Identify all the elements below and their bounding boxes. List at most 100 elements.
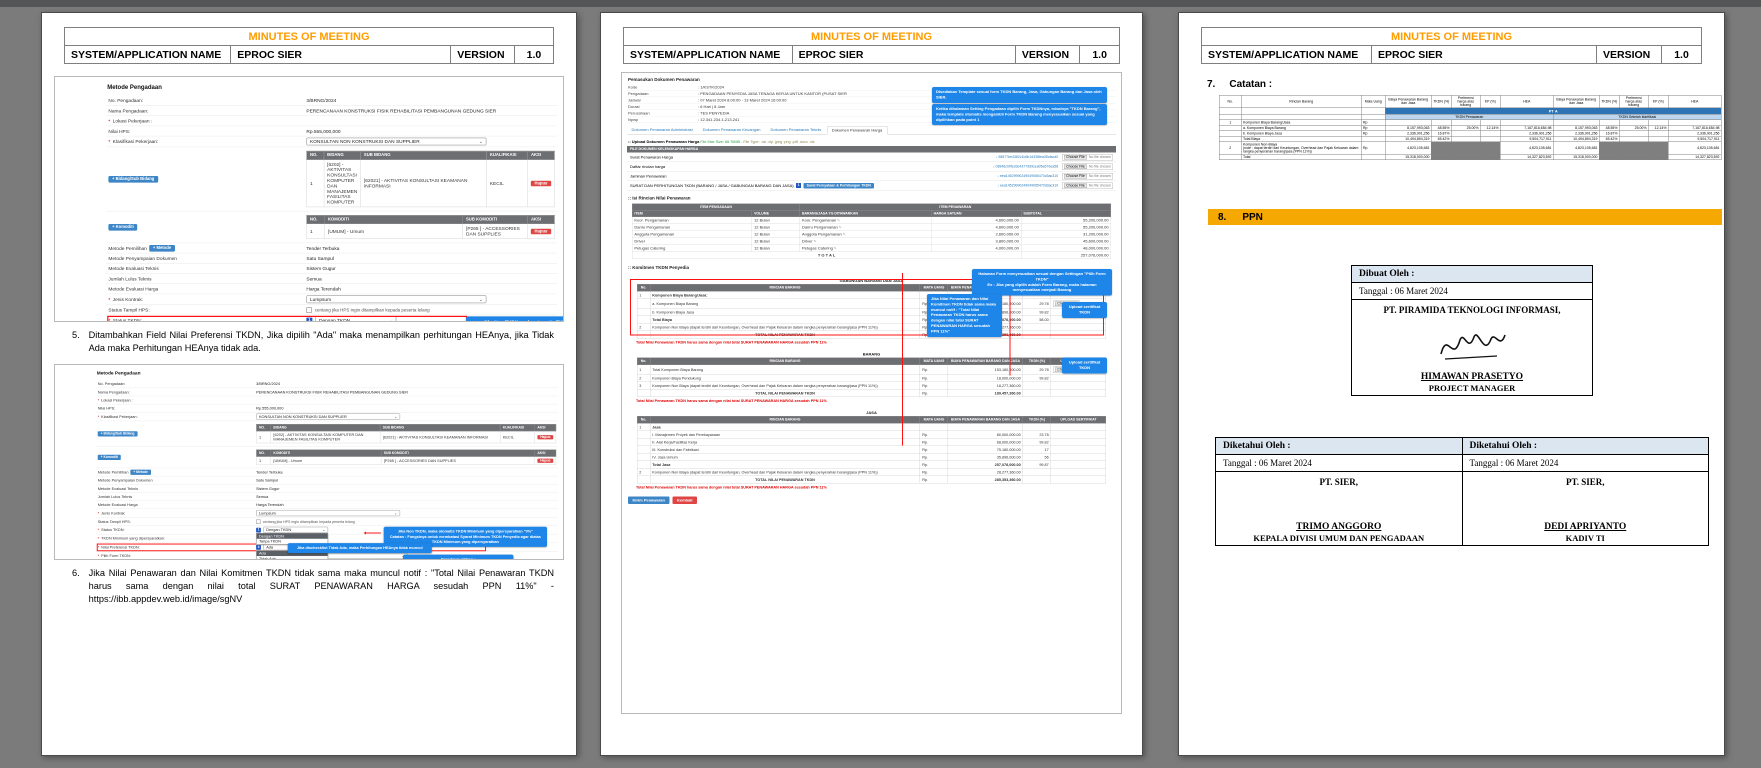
dropdown-option[interactable]: Dengan TKDN [256,533,328,540]
screenshot-pemasukan-dokumen: Pemasukan Dokumen Penawaran Kode: 1/KSTK/… [621,72,1122,714]
tkdn-col-header: BIAYA PENAWARAN BARANG DAN JASA [947,357,1024,365]
metode-button[interactable]: + Metode [149,244,175,252]
checkbox[interactable] [256,519,261,525]
tkdn-warning-text: Total Nilai Penawaran TKDN harus sama de… [636,340,827,345]
file-input[interactable]: Choose File No file chosen [1062,153,1113,161]
file-download-link[interactable]: ↓ eea14529990249049065470d3ac310 [997,174,1059,178]
item-name: Driver [631,237,753,245]
mini-select[interactable]: KONSULTAN NON KONSTRUKSI DAN SUPPLIER ⌄ [306,137,487,146]
callout-upload-sertifikat: Upload sertifikat TKDN [1062,357,1107,374]
blocked-cell [1431,154,1452,160]
tab-dokumen-4[interactable]: Dokumen Penawaran Harga [826,126,888,135]
dropdown-option[interactable]: Tanpa TKDN [259,539,281,544]
kembali-button[interactable]: Kembali [672,496,698,504]
add-button[interactable]: + Komoditi [97,454,121,461]
item-offered: Petugas Catering ✎ [799,244,932,252]
row-number: 1 [636,291,651,299]
catatan-col-header: No. [1219,95,1242,108]
subtotal: 45,600,000.00 [1020,237,1112,245]
required-mark: * [108,317,111,322]
tab-dokumen-2[interactable]: Dokumen Penawaran Keuangan [702,127,761,133]
field-label: Status TKDN: [101,528,125,533]
row-number: 2 [636,374,651,382]
red-arrow [363,531,381,535]
catatan-number: 7. [1207,79,1216,90]
tkdn-template-button[interactable]: Surat Pernyataan & Perhitungan TKDN [803,182,874,189]
row-label: TOTAL NILAI PENAWARAN TKDN [649,389,921,397]
delete-button[interactable]: Hapus [530,228,551,235]
delete-button[interactable]: Hapus [537,458,554,464]
info-value: : TES PENYEDIA [698,110,730,116]
delete-button[interactable]: Hapus [530,180,551,187]
amount: 257,076,000.00 [947,460,1024,469]
unit-price: 3,800,000.00 [931,237,1022,245]
checkbox[interactable] [306,307,312,313]
dropdown-option[interactable]: TKDN Barang [257,560,376,561]
dropdown-option[interactable]: Tidak Ada [257,556,328,559]
catatan-label: Catatan : [1229,79,1273,90]
row-number: 1 [636,364,651,375]
mini-select[interactable]: Lumpsum ⌄ [306,295,487,304]
mini-select[interactable]: Dengan TKDN ⌄ [315,316,397,322]
catatan-row: 2 Komponen Non-Biaya (note : dapat terdir… [1219,141,1722,155]
file-input[interactable]: Choose File No file chosen [1062,163,1113,170]
file-download-link[interactable]: ↓ 98577be4382c1b6b1d338fea35cfacd0 [995,155,1059,159]
form-field-row: * Klasifikasi Pekerjaan: KONSULTAN NON KON… [106,136,557,148]
field-label: Jenis Kontrak: [112,296,144,302]
row-label: I. Manajemen Proyek dan Perekayasaan [649,430,921,439]
info-value: : 1/KSTK/2024 [698,84,725,90]
file-download-link[interactable]: ↓ 03846c09fe33c43779d9cea05e67dea58 [992,164,1059,169]
mini-cell: [P265 ] - ACCESSORIES DAN SUPPLIES [380,456,535,466]
tkdn-percent: 99.87 [1022,460,1052,469]
currency: Rp. [919,389,949,397]
mini-select[interactable]: Lumpsum ⌄ [256,510,401,517]
field-label: Jenis Kontrak: [101,511,126,516]
mini-col-header: SUB BIDANG [360,150,487,160]
tab-dokumen-1[interactable]: Dokumen Penawaran Administrasi [631,127,693,133]
system-name-value: EPROC SIER [230,45,452,64]
add-button[interactable]: + Bidang/Sub Bidang [97,431,138,437]
dibuat-date: Tanggal : 06 Maret 2024 [1351,282,1593,300]
diketahui-date-right: Tanggal : 06 Maret 2024 [1461,454,1709,472]
info-badge: 3 [256,545,261,550]
file-download-link[interactable]: ↓ eea14529990249049065470d3ac310 [997,183,1059,188]
file-input[interactable]: Choose File No file chosen [1062,182,1113,189]
field-value: Tender Terbuka [256,470,283,475]
rincian-table: ITEM PENGADAAN ITEM PENAWARAN ITEM VOLUME BA… [631,203,1112,259]
value-cell: 14,327,823,592 [1668,154,1722,160]
blocked-cell [1480,154,1501,160]
catatan-table: No. Rincian Barang Mata Uang Biaya Penawara… [1219,95,1722,160]
delete-button[interactable]: Hapus [537,435,554,440]
tab-dokumen-3[interactable]: Dokumen Penawaran Teknis [770,127,822,133]
catatan-table-wrap: No. Rincian Barang Mata Uang Biaya Penawara… [1219,95,1722,205]
row-label: Komponen Non Biaya (dapat terdiri dari K… [649,468,921,476]
edit-icon: ✎ [832,247,837,251]
add-button[interactable]: + Komoditi [108,223,138,231]
metode-button[interactable]: + Metode [130,469,151,476]
required-mark: * [97,511,100,516]
callout-template-disediakan: Disediakan Template sesuai form TKDN Bar… [932,87,1107,103]
catatan-col-header: Biaya Penawaran Barang dan Jasa [1385,95,1432,108]
add-button[interactable]: + Bidang/Sub Bidang [108,175,158,183]
row-label: Total Biaya [649,315,921,324]
note-text: Ditambahkan Field Nilai Preferensi TKDN,… [88,330,554,353]
kirim-penawaran-button[interactable]: Kirim Penawaran [628,496,670,504]
field-value: PERENCANAAN KONSTRUKSI FISIK REHABILITAS… [306,107,497,114]
form-field-row: Metode Evaluasi Harga Harga Terendah [106,284,557,295]
ppn-label: PPN [1242,211,1263,223]
diketahui-signature-right: PT. SIER, DEDI APRIYANTO KADIV TI [1461,471,1709,546]
mini-select[interactable]: KONSULTAN NON KONSTRUKSI DAN SUPPLIER ⌄ [256,413,401,421]
note-number: 6. [72,568,80,579]
catatan-col-header: TKDN (%) [1599,95,1620,108]
metode-pengadaan-form: Metode Pengadaan No. Pengadaan: 3/BRNG/202… [55,77,563,322]
diketahui-signature-left: PT. SIER, TRIMO ANGGORO KEPALA DIVISI UM… [1215,471,1463,546]
screenshot-content: Pemasukan Dokumen Penawaran Kode: 1/KSTK/… [622,73,1121,504]
chevron-down-icon: ⌄ [388,317,393,322]
amount: 18,277,360.00 [947,381,1024,390]
file-input[interactable]: Choose File No file chosen [1062,172,1113,180]
row-number: 2 [636,323,651,331]
dropdown-option[interactable]: Ada [256,551,328,557]
mini-cell: KECIL [499,431,535,444]
note-text: Jika Nilai Penawaran dan Nilai Komitmen … [88,568,554,604]
